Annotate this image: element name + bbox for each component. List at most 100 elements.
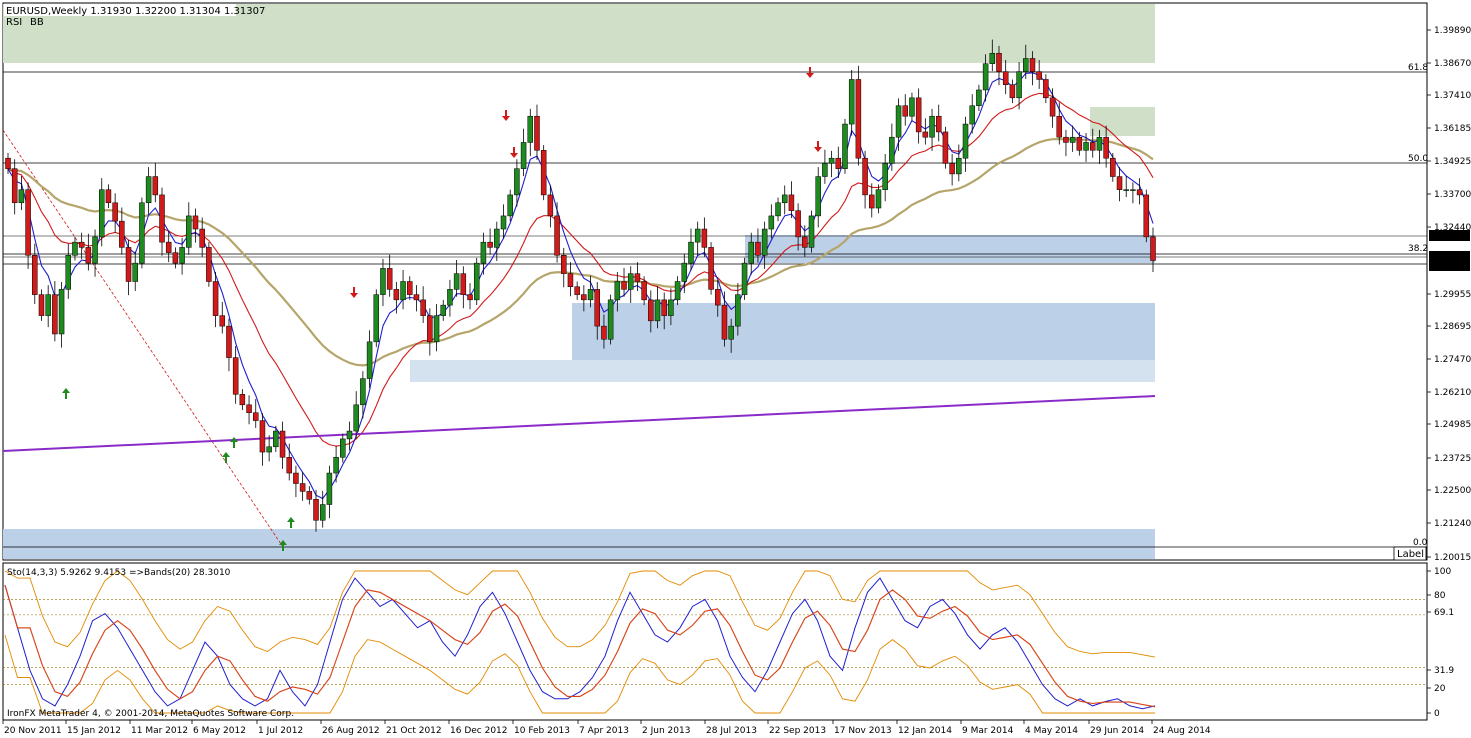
candle-body: [5, 157, 11, 169]
y-tick-label: 1.27470: [1434, 355, 1471, 365]
candle-body: [199, 228, 205, 248]
candle-body: [1069, 136, 1076, 143]
candle-body: [460, 273, 467, 295]
candle-body: [52, 294, 58, 335]
y-tick-label: 1.29955: [1434, 290, 1471, 300]
candle-body: [1136, 189, 1143, 196]
sell-arrow: [350, 287, 358, 298]
candle-body: [802, 236, 808, 248]
candle-body: [601, 325, 607, 340]
candle-body: [949, 163, 955, 175]
fib-500-label: 50.0: [1408, 154, 1428, 164]
y-tick-label: 1.38670: [1434, 59, 1471, 69]
candle-body: [172, 252, 179, 264]
candle-body: [761, 228, 768, 256]
candle-body: [145, 176, 152, 204]
candle-body: [976, 89, 982, 106]
candle-body: [119, 220, 125, 248]
candle-body: [728, 325, 734, 340]
stoch-k-line: [4, 577, 1156, 710]
candle-body: [333, 457, 339, 474]
buy-arrow-shape: [287, 517, 295, 528]
candle-body: [1143, 194, 1150, 238]
buy-arrow: [62, 388, 70, 399]
candle-body: [701, 228, 708, 248]
candle-body: [781, 194, 788, 204]
candle-body: [1103, 136, 1109, 159]
candle-body: [453, 273, 460, 290]
buy-arrow: [287, 517, 295, 528]
candle-body: [869, 194, 875, 209]
y-tick-label: 1.37410: [1434, 91, 1471, 101]
x-tick-label: 7 Apr 2013: [579, 726, 629, 736]
stochastic-layer: [3, 570, 1427, 714]
candle-body: [386, 268, 393, 290]
candle-body: [366, 341, 373, 379]
candle-body: [226, 325, 232, 358]
candle-body: [842, 123, 848, 169]
candle-body: [788, 194, 795, 211]
candle-body: [393, 289, 400, 301]
candle-body: [159, 194, 165, 243]
candle-body: [340, 438, 346, 458]
candle-body: [1002, 71, 1009, 85]
candle-body: [360, 378, 366, 406]
candle-body: [520, 142, 527, 169]
y-tick-label: 1.24985: [1434, 420, 1471, 430]
candle-body: [239, 394, 246, 406]
header-symbol-bg: [4, 4, 236, 16]
y-tick-label: 1.26210: [1434, 388, 1471, 398]
x-tick-label: 22 Sep 2013: [769, 726, 826, 736]
candle-body: [266, 446, 272, 453]
copyright-text: IronFX MetaTrader 4, © 2001-2014, MetaQu…: [7, 709, 294, 719]
candle-body: [641, 281, 647, 301]
candle-body: [607, 299, 614, 340]
candle-body: [1049, 97, 1056, 117]
candle-body: [306, 491, 313, 500]
time-axis: 20 Nov 2011 15 Jan 2012 11 Mar 2012 6 May 2…: [2, 720, 1211, 736]
candle-body: [715, 289, 721, 306]
fib-trend-line: [2, 129, 284, 548]
candle-body: [694, 228, 701, 243]
candle-body: [708, 247, 714, 290]
candle-body: [1150, 236, 1156, 261]
candle-body: [982, 63, 989, 91]
candle-body: [875, 189, 882, 209]
candle-body: [882, 163, 888, 190]
sell-arrow-shape: [350, 287, 358, 298]
candle-body: [1063, 136, 1069, 143]
x-tick-label: 15 Jan 2012: [67, 726, 121, 736]
x-tick-label: 26 Aug 2012: [322, 726, 380, 736]
candle-body: [1076, 136, 1083, 151]
candle-body: [252, 412, 259, 421]
candle-body: [326, 472, 333, 505]
stoch-tick-label: 0: [1434, 709, 1440, 719]
candle-body: [1083, 142, 1089, 151]
stochastic-header: Sto(14,3,3) 5.9262 9.4153 =>Bands(20) 28…: [7, 568, 231, 578]
candle-body: [594, 289, 600, 327]
candle-body: [862, 157, 868, 196]
candle-body: [139, 202, 145, 264]
candle-body: [427, 315, 433, 343]
candle-body: [112, 202, 118, 222]
candle-body: [1043, 79, 1049, 99]
candle-body: [935, 115, 942, 133]
candle-body: [1096, 136, 1103, 151]
x-tick-label: 4 May 2014: [1025, 726, 1078, 736]
ma-fast-line: [7, 72, 1154, 500]
zone-label-box[interactable]: [1393, 546, 1427, 561]
candles-layer: [5, 39, 1156, 532]
x-tick-label: 9 Mar 2014: [962, 726, 1014, 736]
candle-body: [407, 281, 413, 295]
candle-body: [400, 281, 406, 301]
x-tick-label: 2 Jun 2013: [642, 726, 690, 736]
candle-body: [18, 189, 25, 204]
stoch-tick-label: 31.9: [1434, 666, 1454, 676]
x-tick-label: 16 Dec 2012: [450, 726, 508, 736]
x-tick-label: 11 Mar 2012: [131, 726, 188, 736]
candle-body: [433, 315, 440, 343]
candle-body: [507, 194, 513, 217]
x-tick-label: 10 Feb 2013: [514, 726, 570, 736]
candle-body: [1116, 176, 1123, 190]
